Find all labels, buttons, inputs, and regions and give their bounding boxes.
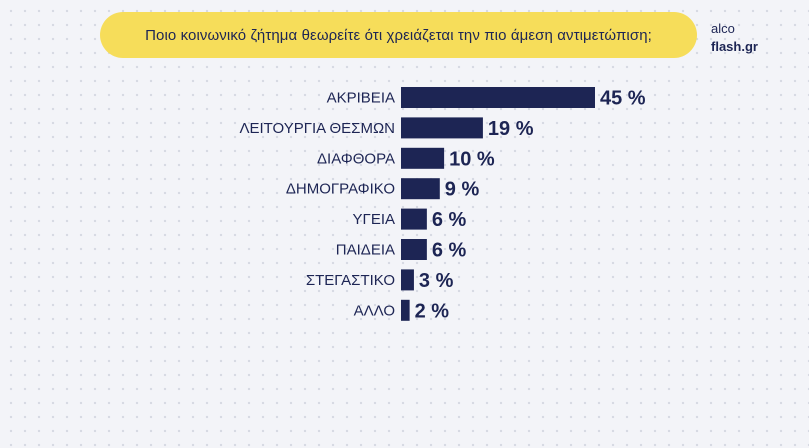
bar-0: [401, 87, 595, 108]
bar-6: [401, 269, 414, 291]
category-label-5: ΠΑΙΔΕΙΑ: [336, 242, 395, 259]
bar-5: [401, 239, 427, 260]
question-banner: Ποιο κοινωνικό ζήτημα θεωρείτε ότι χρειά…: [100, 12, 697, 58]
value-label-0: 45 %: [600, 88, 646, 110]
category-label-7: ΑΛΛΟ: [354, 302, 395, 319]
category-label-4: ΥΓΕΙΑ: [353, 211, 395, 228]
bar-7: [401, 299, 410, 321]
bar-1: [401, 117, 483, 139]
question-text: Ποιο κοινωνικό ζήτημα θεωρείτε ότι χρειά…: [145, 26, 652, 44]
value-label-6: 3 %: [419, 270, 454, 292]
value-label-3: 9 %: [445, 179, 480, 201]
category-label-2: ΔΙΑΦΘΟΡΑ: [317, 150, 395, 167]
category-label-0: ΑΚΡΙΒΕΙΑ: [327, 90, 395, 107]
value-label-5: 6 %: [432, 240, 467, 262]
category-label-1: ΛΕΙΤΟΥΡΓΙΑ ΘΕΣΜΩΝ: [239, 120, 395, 137]
brand-logo: alco flash.gr: [711, 20, 758, 56]
bar-4: [401, 208, 427, 230]
brand-line-1: alco: [711, 21, 735, 36]
value-label-4: 6 %: [432, 209, 467, 231]
category-label-6: ΣΤΕΓΑΣΤΙΚΟ: [306, 272, 395, 289]
bar-3: [401, 178, 440, 200]
category-label-3: ΔΗΜΟΓΡΑΦΙΚΟ: [286, 181, 395, 198]
value-label-7: 2 %: [415, 300, 450, 322]
value-label-1: 19 %: [488, 118, 534, 140]
value-label-2: 10 %: [449, 148, 495, 170]
bar-2: [401, 147, 445, 169]
brand-line-2: flash.gr: [711, 39, 758, 54]
